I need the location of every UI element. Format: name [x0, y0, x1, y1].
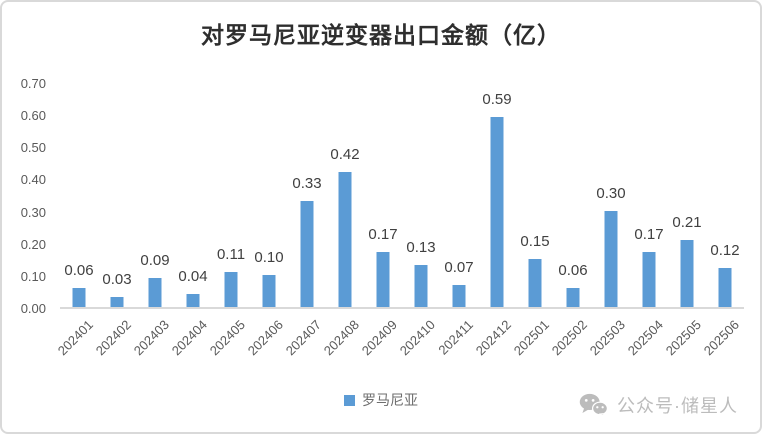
bar	[338, 172, 352, 307]
bar	[186, 294, 200, 307]
x-tick-label: 202403	[130, 317, 172, 359]
legend: 罗马尼亚	[2, 390, 760, 410]
y-tick-label: 0.00	[20, 301, 46, 316]
chart-slot: 0.10 202406	[244, 84, 288, 358]
bar-value-label: 0.06	[558, 261, 588, 279]
x-tick-label: 202404	[168, 317, 210, 359]
chart-slot: 0.59 202412	[472, 84, 516, 358]
chart-slot: 0.15 202501	[510, 84, 554, 358]
chart-slot: 0.09 202403	[130, 84, 174, 358]
bar	[452, 284, 466, 307]
bar	[414, 265, 428, 307]
x-tick-label: 202502	[548, 317, 590, 359]
bar	[490, 117, 504, 307]
bar-value-label: 0.07	[444, 258, 474, 276]
bar	[528, 258, 542, 307]
chart-slot: 0.06 202401	[54, 84, 98, 359]
bar-value-label: 0.17	[634, 226, 664, 244]
x-tick-label: 202401	[54, 317, 96, 359]
x-tick-label: 202407	[282, 317, 324, 359]
y-tick-label: 0.10	[20, 268, 46, 284]
y-tick-label: 0.30	[20, 204, 46, 220]
chart-slot: 0.21 202505	[662, 84, 706, 359]
bar-value-label: 0.04	[178, 268, 208, 286]
y-tick-label: 0.70	[20, 76, 46, 91]
chart-slot: 0.03 202402	[92, 84, 136, 358]
chart-slot: 0.33 202407	[282, 84, 326, 358]
x-tick-label: 202411	[435, 317, 476, 358]
chart-slot: 0.17 202504	[624, 84, 668, 358]
bar	[718, 268, 732, 307]
bar	[224, 271, 238, 307]
bar	[376, 252, 390, 307]
plot-area: 0.06 202401 0.03 202402 0.09 202403 0.04 202404…	[54, 84, 744, 359]
bar-value-label: 0.42	[330, 146, 360, 163]
bar-value-label: 0.11	[216, 245, 246, 263]
bar	[110, 297, 124, 307]
chart-slot: 0.06 202502	[548, 84, 592, 359]
x-tick-label: 202402	[92, 317, 134, 359]
bar-value-label: 0.10	[254, 248, 284, 266]
bar-value-label: 0.13	[406, 239, 436, 257]
bar	[262, 274, 276, 307]
chart-slot: 0.12 202506	[700, 84, 744, 358]
legend-swatch-romania	[344, 394, 355, 406]
x-tick-label: 202405	[206, 317, 248, 359]
x-tick-label: 202409	[358, 317, 400, 359]
x-tick-label: 202410	[396, 317, 438, 359]
bar-value-label: 0.21	[672, 213, 702, 231]
chart-slot: 0.42 202408	[320, 84, 364, 358]
bar-value-label: 0.06	[64, 261, 94, 279]
x-tick-label: 202504	[624, 317, 666, 359]
bar	[148, 278, 162, 307]
x-tick-label: 202501	[510, 317, 552, 359]
bar	[566, 287, 580, 307]
x-tick-label: 202408	[320, 317, 362, 359]
chart-slot: 0.13 202410	[396, 84, 440, 358]
bar	[72, 287, 86, 307]
bar-value-label: 0.09	[140, 252, 170, 270]
y-tick-label: 0.20	[20, 236, 46, 252]
x-tick-label: 202505	[662, 317, 704, 359]
x-tick-label: 202412	[472, 317, 514, 359]
x-tick-label: 202506	[700, 317, 742, 359]
bar-value-label: 0.33	[292, 174, 322, 192]
chart-slot: 0.11 202405	[206, 84, 250, 359]
watermark-text: 公众号·储星人	[617, 396, 738, 416]
y-tick-label: 0.60	[20, 108, 46, 124]
chart-title: 对罗马尼亚逆变器出口金额（亿）	[201, 22, 561, 49]
bar-value-label: 0.12	[710, 242, 740, 260]
bar-value-label: 0.03	[102, 271, 132, 289]
x-tick-label: 202503	[586, 317, 628, 359]
legend-label-romania: 罗马尼亚	[362, 393, 418, 409]
watermark: 公众号·储星人	[579, 392, 738, 418]
bar-value-label: 0.30	[596, 184, 626, 202]
y-axis: 0.00 0.10 0.20 0.30 0.40 0.50 0.60 0.70	[2, 76, 52, 316]
chart-slot: 0.17 202409	[358, 84, 402, 358]
x-tick-label: 202406	[244, 317, 286, 359]
wechat-icon	[579, 393, 608, 417]
chart-slot: 0.30 202503	[586, 84, 630, 359]
bar	[642, 252, 656, 307]
bar-value-label: 0.59	[482, 91, 512, 109]
bar-value-label: 0.15	[520, 232, 550, 250]
y-tick-label: 0.50	[20, 140, 46, 156]
bar	[604, 210, 618, 307]
bar	[300, 200, 314, 307]
chart-slot: 0.07 202411	[435, 84, 478, 358]
bar	[680, 239, 694, 307]
y-tick-label: 0.40	[20, 172, 46, 188]
chart-slot: 0.04 202404	[168, 84, 212, 358]
bar-value-label: 0.17	[368, 226, 398, 244]
